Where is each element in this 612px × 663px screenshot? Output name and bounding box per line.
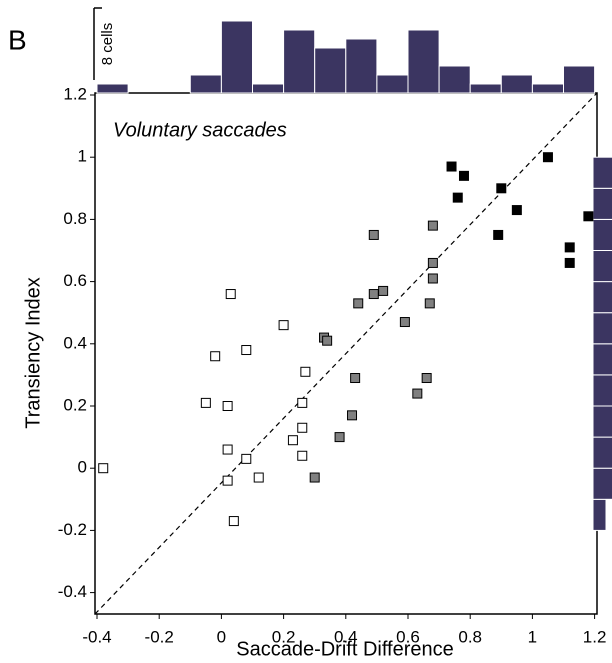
point (496, 183, 507, 194)
point (334, 432, 345, 443)
point (564, 257, 575, 268)
point (200, 397, 211, 408)
top-hist-bar (220, 20, 253, 94)
point (427, 257, 438, 268)
point (241, 345, 252, 356)
point (353, 298, 364, 309)
point (241, 453, 252, 464)
point (278, 320, 289, 331)
x-axis-label: Saccade-Drift Difference (236, 638, 454, 660)
right-hist-bar (592, 281, 612, 314)
point (458, 170, 469, 181)
right-hist-bar (592, 156, 612, 189)
point (446, 161, 457, 172)
point (309, 472, 320, 483)
identity-line (94, 92, 598, 615)
point (427, 220, 438, 231)
point (424, 298, 435, 309)
point (493, 229, 504, 240)
right-hist-bar (592, 312, 612, 345)
point (583, 211, 594, 222)
point (368, 229, 379, 240)
right-hist-bar (592, 343, 612, 376)
point (347, 410, 358, 421)
x-tick-label: -0.4 (82, 627, 111, 646)
scale-bar-label: 8 cells (99, 23, 116, 66)
point (222, 475, 233, 486)
y-axis-label: Transiency Index (22, 277, 44, 429)
point (253, 472, 264, 483)
point (412, 388, 423, 399)
x-tick-label: 0.6 (396, 627, 420, 646)
point (511, 205, 522, 216)
annotation: Voluntary saccades (113, 119, 287, 141)
top-hist-bar (500, 74, 533, 94)
y-tick-label: 0 (78, 458, 87, 477)
point (222, 444, 233, 455)
y-tick-label: 1.2 (63, 84, 87, 103)
top-hist-bar (438, 65, 471, 94)
top-hist-bar (283, 29, 316, 94)
point (300, 366, 311, 377)
point (210, 351, 221, 362)
x-tick-label: 1 (528, 627, 537, 646)
point (421, 373, 432, 384)
point (98, 463, 109, 474)
point (564, 242, 575, 253)
right-hist-bar (592, 498, 607, 531)
top-hist-bar (189, 74, 222, 94)
top-hist-bar (531, 83, 565, 94)
y-tick-label: 0.4 (63, 333, 87, 352)
x-tick-label: 0.4 (334, 627, 358, 646)
x-tick-label: 0.2 (272, 627, 296, 646)
point (228, 516, 239, 527)
point (542, 152, 553, 163)
right-hist-bar (592, 374, 612, 407)
y-tick-label: 0.6 (63, 271, 87, 290)
point (452, 192, 463, 203)
y-tick-label: -0.2 (58, 520, 87, 539)
right-hist-bar (592, 467, 612, 500)
x-tick-label: 0 (217, 627, 226, 646)
top-hist-bar (345, 38, 378, 94)
point (297, 397, 308, 408)
y-tick-label: 0.2 (63, 395, 87, 414)
right-hist-bar (592, 187, 612, 220)
x-tick-label: 0.8 (458, 627, 482, 646)
point (297, 422, 308, 433)
top-hist-bar (563, 65, 596, 94)
point (297, 450, 308, 461)
point (350, 373, 361, 384)
top-hist-bar (469, 83, 502, 94)
right-hist-bar (592, 218, 612, 251)
x-tick-label: 1.2 (583, 627, 607, 646)
right-hist-bar (592, 250, 612, 283)
point (225, 289, 236, 300)
top-hist-bar (252, 83, 285, 94)
right-hist-bar (592, 405, 612, 438)
top-hist-bar (407, 29, 440, 94)
y-tick-label: -0.4 (58, 582, 87, 601)
point (222, 401, 233, 411)
point (368, 289, 379, 300)
y-tick-label: 0.8 (63, 209, 87, 228)
panel-label: B (8, 24, 27, 55)
x-tick-label: -0.2 (145, 627, 174, 646)
point (378, 285, 389, 296)
y-tick-label: 1 (78, 147, 87, 166)
point (322, 335, 333, 346)
top-hist-bar (96, 83, 129, 94)
point (427, 273, 438, 284)
top-hist-bar (314, 47, 347, 94)
point (287, 435, 298, 446)
point (399, 317, 410, 328)
top-hist-bar (376, 74, 409, 94)
right-hist-bar (592, 436, 612, 469)
